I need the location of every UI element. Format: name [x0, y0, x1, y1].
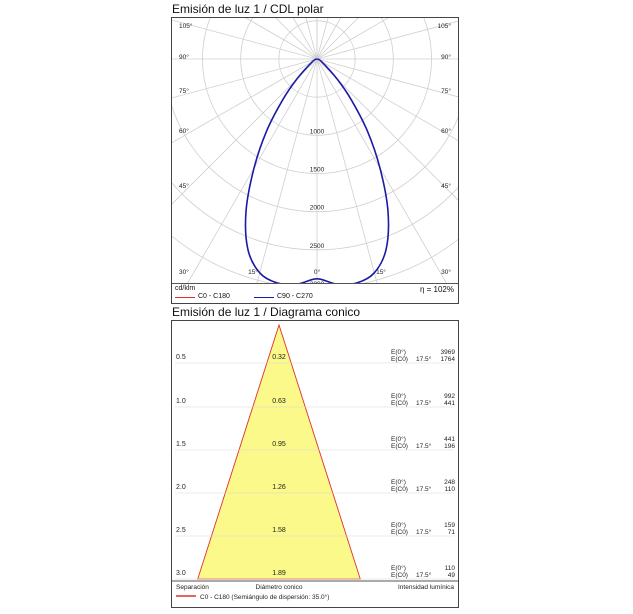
illuminance-label-ec0: E(C0) [391, 529, 408, 536]
grid-radial-line [316, 58, 458, 201]
grid-radial-line [245, 18, 318, 60]
separation-value: 2.5 [176, 527, 186, 534]
polar-unit-label: cd/klm [175, 285, 196, 292]
half-angle-value: 17.5° [416, 485, 432, 493]
half-angle-value: 17.5° [416, 355, 432, 363]
grid-radial-line [316, 58, 447, 283]
half-angle-value: 17.5° [416, 528, 432, 536]
angle-tick-left: 105° [179, 22, 193, 30]
grid-radial-line [172, 19, 318, 60]
diameter-value: 0.63 [272, 398, 286, 405]
diameter-value: 0.32 [272, 354, 286, 361]
illuminance-label-ec0: E(C0) [391, 443, 408, 450]
separation-value: 1.5 [176, 441, 186, 448]
illuminance-ec0-value: 1764 [441, 356, 456, 363]
illuminance-label-ec0: E(C0) [391, 572, 408, 579]
illuminance-ec0-value: 49 [448, 572, 456, 579]
illuminance-e0-value: 992 [444, 393, 455, 400]
cone-chart-panel: 0.5 0.32 E(0°) E(C0) 17.5° 3969 1764 1.0 0.63 E(0… [171, 320, 459, 608]
illuminance-label-ec0: E(C0) [391, 356, 408, 363]
illuminance-label-e0: E(0°) [391, 564, 406, 572]
diameter-value: 1.89 [272, 570, 286, 577]
angle-tick-right: 90° [441, 53, 451, 61]
illuminance-e0-value: 159 [444, 522, 455, 529]
angle-tick-bottom: 15° [376, 268, 386, 276]
separation-value: 1.0 [176, 398, 186, 405]
angle-tick-right: 60° [441, 127, 451, 135]
diameter-value: 1.26 [272, 484, 286, 491]
legend-swatch-c0 [175, 297, 195, 298]
illuminance-label-e0: E(0°) [391, 348, 406, 356]
angle-tick-left: 60° [179, 127, 189, 135]
illuminance-label-e0: E(0°) [391, 478, 406, 486]
polar-grid [172, 18, 458, 283]
grid-radial-line [316, 58, 458, 98]
illuminance-label-e0: E(0°) [391, 521, 406, 529]
radial-tick-label: 2000 [310, 205, 325, 212]
illuminance-label-ec0: E(C0) [391, 400, 408, 407]
radial-tick-label: 1500 [310, 167, 325, 174]
illuminance-label-e0: E(0°) [391, 392, 406, 400]
radial-tick-label: 1000 [310, 128, 325, 135]
grid-circle [172, 105, 458, 213]
angle-tick-bottom: 0° [314, 268, 321, 276]
legend-col-diameter: Diámetro conico [256, 584, 303, 591]
grid-radial-line [316, 20, 458, 60]
illuminance-e0-value: 110 [445, 565, 456, 572]
illuminance-ec0-value: 196 [444, 443, 455, 450]
grid-radial-line [172, 58, 318, 205]
half-angle-value: 17.5° [416, 442, 432, 450]
legend-col-intensity: Intensidad lumínica [398, 584, 454, 591]
half-angle-value: 17.5° [416, 571, 432, 579]
angle-tick-left: 45° [179, 182, 189, 190]
illuminance-ec0-value: 441 [444, 400, 455, 407]
illuminance-ec0-value: 110 [445, 486, 456, 493]
illuminance-e0-value: 248 [444, 479, 455, 486]
angle-tick-left: 30° [179, 268, 189, 276]
legend-separator [172, 283, 458, 284]
legend-swatch-c90 [254, 297, 274, 298]
polar-chart-panel: 105° 90° 75° 60° 45° 30° 105° 90° 75° 60° 45° 30° 15… [171, 17, 459, 304]
illuminance-label-e0: E(0°) [391, 435, 406, 443]
legend-col-separation: Separación [176, 584, 209, 591]
illuminance-e0-value: 441 [444, 436, 455, 443]
polar-chart-title: Emisión de luz 1 / CDL polar [172, 2, 324, 16]
legend-label-c0: C0 - C180 [198, 293, 230, 300]
angle-tick-right: 45° [441, 182, 451, 190]
separation-value: 2.0 [176, 484, 186, 491]
grid-radial-line [316, 58, 458, 141]
polar-chart: 105° 90° 75° 60° 45° 30° 105° 90° 75° 60° 45° 30° 15… [172, 18, 458, 288]
grid-radial-line [316, 18, 389, 60]
series-line-c90-c270 [244, 58, 390, 283]
legend-label-c90: C90 - C270 [277, 293, 313, 300]
angle-tick-right: 75° [441, 87, 451, 95]
grid-radial-line [172, 58, 318, 99]
half-angle-value: 17.5° [416, 399, 432, 407]
legend-series-label: C0 - C180 (Semiángulo de dispersión: 35.… [200, 593, 329, 601]
illuminance-ec0-value: 71 [448, 529, 456, 536]
angle-tick-right: 30° [441, 268, 451, 276]
efficiency-label: η = 102% [419, 285, 454, 294]
grid-radial-line [256, 58, 318, 283]
illuminance-label-ec0: E(C0) [391, 486, 408, 493]
angle-tick-bottom: 15° [248, 268, 258, 276]
radial-tick-label: 2500 [310, 243, 325, 250]
diameter-value: 1.58 [272, 527, 286, 534]
diameter-value: 0.95 [272, 441, 286, 448]
grid-radial-line [187, 58, 318, 283]
separation-value: 3.0 [176, 570, 186, 577]
grid-radial-line [172, 58, 318, 144]
grid-radial-line [316, 58, 378, 283]
illuminance-e0-value: 3969 [441, 349, 456, 356]
angle-tick-left: 75° [179, 87, 189, 95]
angle-tick-right: 105° [438, 22, 452, 30]
angle-tick-left: 90° [179, 53, 189, 61]
cone-chart-title: Emisión de luz 1 / Diagrama conico [172, 305, 361, 319]
separation-value: 0.5 [176, 354, 186, 361]
